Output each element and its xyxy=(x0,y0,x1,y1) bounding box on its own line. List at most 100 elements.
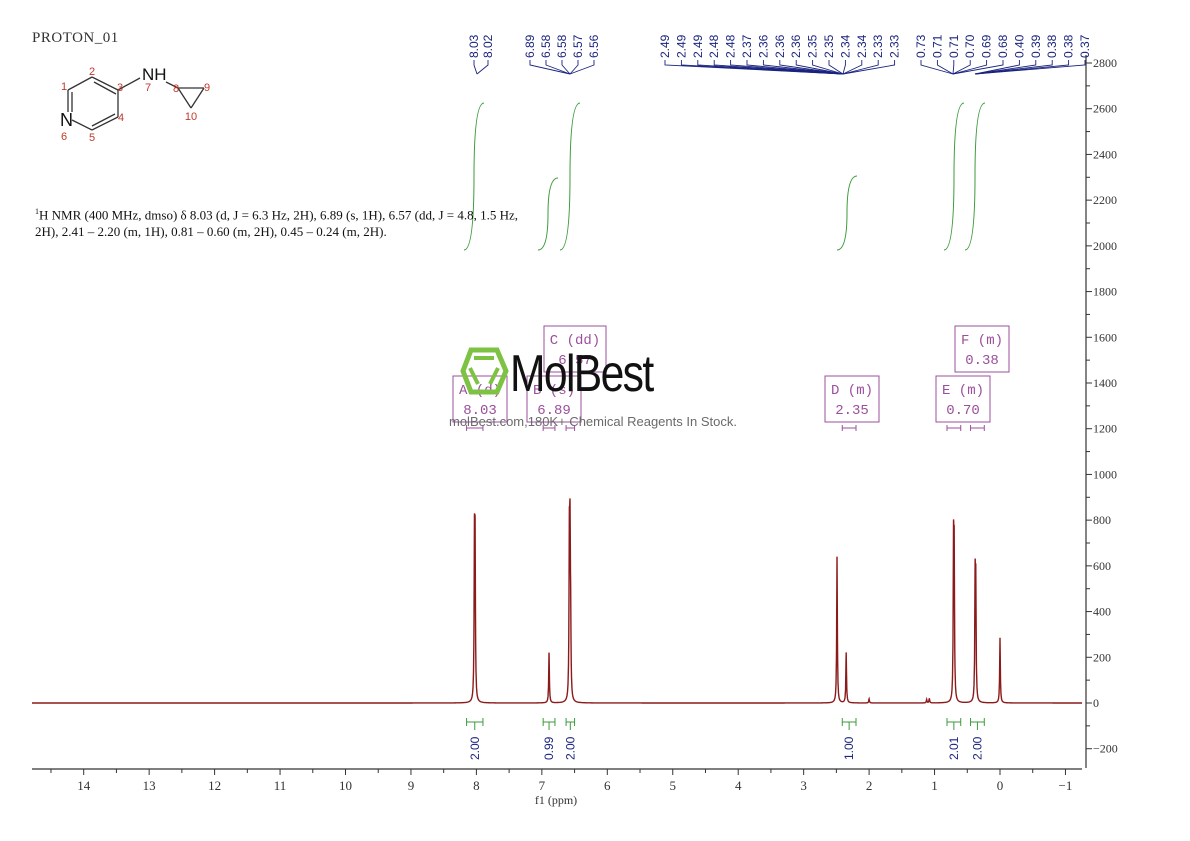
multiplet-label: B (s) xyxy=(533,383,575,399)
peak-label: 0.71 xyxy=(930,34,944,58)
atom-number-4: 4 xyxy=(118,112,124,124)
integral-label: 2.01 xyxy=(947,736,961,760)
peak-label: 8.03 xyxy=(467,34,481,58)
nmr-description: 1H NMR (400 MHz, dmso) δ 8.03 (d, J = 6.… xyxy=(35,203,595,240)
peak-label: 0.40 xyxy=(1012,34,1026,58)
x-tick-label: 10 xyxy=(339,778,352,793)
multiplet-label: C (dd) xyxy=(550,333,600,349)
y-tick-label: −200 xyxy=(1093,742,1118,756)
spectrum-trace xyxy=(32,498,1082,704)
multiplet-boxes: A (d)8.03B (s)6.89C (dd)6.57D (m)2.35E (… xyxy=(452,325,1010,431)
integral-label: 2.00 xyxy=(563,736,577,760)
x-tick-label: 14 xyxy=(77,778,91,793)
peak-label: 2.37 xyxy=(740,34,754,58)
atom-label-nh: NH xyxy=(142,65,167,84)
peak-label: 6.56 xyxy=(587,34,601,58)
x-tick-label: 0 xyxy=(997,778,1004,793)
peak-label: 6.57 xyxy=(571,34,585,58)
x-tick-label: 4 xyxy=(735,778,742,793)
x-tick-label: 2 xyxy=(866,778,873,793)
multiplet-shift: 2.35 xyxy=(835,403,869,419)
y-tick-label: 1600 xyxy=(1093,330,1117,344)
atom-number-1: 1 xyxy=(61,81,67,93)
molecule-structure: 1 2 3 4 5 6 7 8 9 10 N NH xyxy=(60,65,210,144)
watermark-logo-text: MolBest xyxy=(510,345,654,403)
y-tick-label: 1200 xyxy=(1093,422,1117,436)
peak-label: 2.49 xyxy=(691,34,705,58)
peak-label: 2.34 xyxy=(838,34,852,58)
y-tick-label: 1000 xyxy=(1093,467,1117,481)
integral-label: 1.00 xyxy=(842,736,856,760)
peak-label: 8.02 xyxy=(481,34,495,58)
multiplet-label: D (m) xyxy=(831,383,873,399)
x-tick-label: 5 xyxy=(670,778,677,793)
peak-label: 2.48 xyxy=(707,34,721,58)
atom-number-5: 5 xyxy=(89,132,95,144)
peak-label: 2.34 xyxy=(855,34,869,58)
multiplet-shift: 0.38 xyxy=(965,353,999,369)
peak-label: 0.38 xyxy=(1062,34,1076,58)
atom-number-2: 2 xyxy=(89,66,95,78)
y-tick-label: 2400 xyxy=(1093,147,1117,161)
y-tick-label: 600 xyxy=(1093,559,1111,573)
x-tick-label: 8 xyxy=(473,778,480,793)
peak-label: 0.39 xyxy=(1029,34,1043,58)
watermark-hexagon-icon xyxy=(460,347,509,395)
integral-label: 2.00 xyxy=(468,736,482,760)
y-tick-label: 1400 xyxy=(1093,376,1117,390)
description-line-1: H NMR (400 MHz, dmso) δ 8.03 (d, J = 6.3… xyxy=(39,207,519,223)
atom-number-3: 3 xyxy=(117,82,123,94)
x-tick-label: 1 xyxy=(931,778,938,793)
atom-number-7: 7 xyxy=(145,82,151,94)
peak-label: 0.69 xyxy=(980,34,994,58)
peak-label: 2.35 xyxy=(822,34,836,58)
x-tick-label: 3 xyxy=(800,778,807,793)
y-tick-label: 0 xyxy=(1093,696,1099,710)
peak-label: 2.49 xyxy=(658,34,672,58)
peak-label: 2.36 xyxy=(789,34,803,58)
x-axis: 14 13 12 11 10 9 8 7 6 5 4 3 2 1 0 −1f1 (ppm) xyxy=(32,768,1082,807)
atom-number-9: 9 xyxy=(204,82,210,94)
integral-label: 2.00 xyxy=(970,736,984,760)
y-tick-label: 2800 xyxy=(1093,56,1117,70)
peak-labels: 8.03 8.02 6.89 6.58 6.58 6.57 6.56 2.49 2.49 2.49… xyxy=(467,34,1092,75)
atom-label-n: N xyxy=(60,110,73,130)
peak-label: 0.38 xyxy=(1045,34,1059,58)
peak-label: 2.33 xyxy=(871,34,885,58)
y-tick-label: 200 xyxy=(1093,650,1111,664)
peak-label: 6.58 xyxy=(555,34,569,58)
x-tick-label: 7 xyxy=(539,778,546,793)
watermark-tagline: molBest.com,180K+ Chemical Reagents In S… xyxy=(449,414,737,429)
peak-label: 2.48 xyxy=(724,34,738,58)
description-line-2: 2H), 2.41 – 2.20 (m, 1H), 0.81 – 0.60 (m… xyxy=(35,224,387,240)
peak-label: 0.73 xyxy=(914,34,928,58)
y-tick-label: 2200 xyxy=(1093,193,1117,207)
peak-label: 6.89 xyxy=(523,34,537,58)
y-tick-label: 400 xyxy=(1093,605,1111,619)
x-tick-label: 11 xyxy=(274,778,287,793)
y-tick-label: 800 xyxy=(1093,513,1111,527)
y-axis: 2800260024002200200018001600140012001000… xyxy=(1085,55,1118,768)
multiplet-shift: 0.70 xyxy=(946,403,980,419)
y-tick-label: 2000 xyxy=(1093,239,1117,253)
integral-label: 0.99 xyxy=(542,736,556,760)
integral-curves xyxy=(463,102,986,251)
multiplet-shift: 6.57 xyxy=(558,353,592,369)
peak-label: 2.36 xyxy=(756,34,770,58)
atom-number-8: 8 xyxy=(173,83,179,95)
peak-label: 2.49 xyxy=(674,34,688,58)
x-tick-label: 9 xyxy=(408,778,415,793)
peak-label: 0.37 xyxy=(1078,34,1092,58)
peak-label: 0.68 xyxy=(996,34,1010,58)
peak-label: 2.35 xyxy=(806,34,820,58)
peak-label: 0.71 xyxy=(947,34,961,58)
peak-label: 2.33 xyxy=(888,34,902,58)
atom-number-10: 10 xyxy=(185,111,197,123)
multiplet-label: F (m) xyxy=(961,333,1003,349)
x-tick-label: −1 xyxy=(1059,778,1073,793)
y-tick-label: 2600 xyxy=(1093,102,1117,116)
isotope-superscript: 1 xyxy=(35,207,39,216)
integral-values: 2.00 0.99 2.00 1.00 2.01 2.00 xyxy=(466,718,985,760)
peak-label: 2.36 xyxy=(773,34,787,58)
